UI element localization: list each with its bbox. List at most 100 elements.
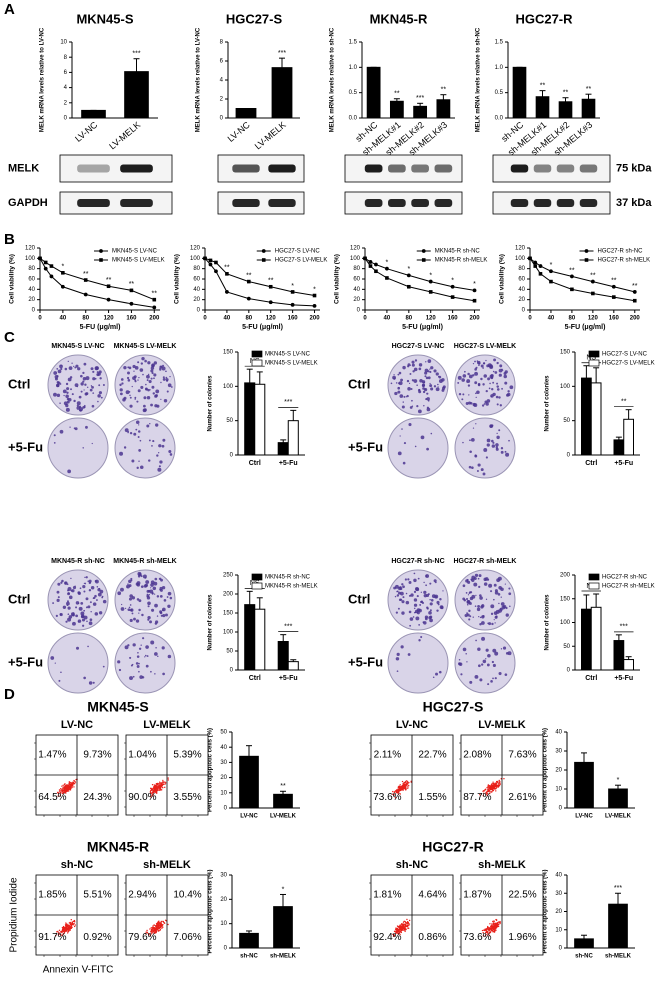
- colony: [495, 443, 499, 447]
- colony: [146, 379, 149, 382]
- marker: [528, 256, 532, 261]
- blot-band: [556, 199, 575, 207]
- colony: [397, 373, 400, 376]
- y-axis-label: Number of colonies: [208, 375, 214, 432]
- plate-column-title: MKN45-S LV-NC: [51, 343, 104, 350]
- colony: [92, 681, 95, 684]
- y-tick-label: 0.5: [495, 90, 504, 96]
- colony: [498, 602, 500, 605]
- flow-event: [486, 928, 489, 930]
- colony: [84, 576, 86, 578]
- colony: [123, 446, 127, 449]
- colony: [481, 615, 485, 619]
- colony: [86, 620, 88, 623]
- quadrant-percent: 0.86%: [418, 932, 446, 943]
- colony: [131, 385, 133, 388]
- flow-event: [61, 930, 63, 932]
- bar: [254, 608, 266, 671]
- flow-event: [146, 931, 148, 934]
- colony: [130, 579, 133, 582]
- colony: [139, 368, 144, 372]
- flow-event: [152, 789, 154, 791]
- flow-event: [162, 783, 165, 785]
- colony: [426, 397, 430, 401]
- flow-event: [497, 925, 500, 928]
- colony: [155, 389, 160, 394]
- colony: [411, 360, 415, 364]
- colony: [98, 391, 102, 395]
- colony: [136, 664, 140, 668]
- colony: [494, 651, 499, 656]
- colony: [492, 663, 496, 668]
- flow-plot-title: LV-NC: [61, 719, 93, 731]
- x-tick-label: 120: [104, 316, 115, 322]
- flow-event: [495, 790, 497, 792]
- flow-event: [489, 931, 492, 934]
- flow-y-axis-label: Propidium Iodide: [9, 877, 20, 952]
- x-tick-label: 40: [548, 316, 555, 322]
- bar: [239, 755, 259, 809]
- y-tick-label: 60: [518, 277, 525, 283]
- marker: [374, 269, 378, 274]
- colony: [496, 578, 501, 583]
- colony: [393, 374, 395, 376]
- flow-event: [402, 784, 405, 786]
- colony: [88, 621, 93, 626]
- flow-event: [161, 927, 163, 929]
- flow-event: [498, 924, 500, 926]
- flow-event: [486, 786, 488, 789]
- colony: [491, 622, 494, 626]
- colony: [429, 382, 431, 385]
- y-axis-label: Percent of apoptotic cells (%): [543, 869, 549, 953]
- colony: [166, 596, 169, 598]
- flow-event: [403, 781, 405, 784]
- colony: [414, 359, 418, 362]
- flow-event: [400, 930, 402, 932]
- colony: [149, 620, 153, 624]
- colony: [57, 596, 60, 599]
- blot-band: [364, 164, 383, 173]
- colony: [53, 371, 58, 375]
- colony: [500, 608, 503, 611]
- colony: [126, 371, 130, 375]
- bar: [124, 71, 149, 119]
- colony: [489, 382, 491, 385]
- category-label: +5-Fu: [279, 460, 298, 467]
- colony: [144, 387, 148, 391]
- colony: [498, 368, 503, 373]
- flow-event: [66, 789, 68, 792]
- y-tick-label: 1.0: [349, 65, 358, 71]
- colony: [137, 379, 139, 381]
- bar: [613, 439, 625, 456]
- significance: *: [550, 262, 553, 269]
- colony: [494, 677, 497, 680]
- colony: [162, 364, 165, 367]
- flow-event: [153, 932, 155, 934]
- colony: [129, 656, 132, 659]
- marker: [538, 264, 543, 268]
- colony: [438, 375, 442, 379]
- plate-row-label: +5-Fu: [8, 439, 43, 454]
- colony: [487, 578, 490, 581]
- flow-event: [153, 786, 155, 789]
- flow-event: [65, 930, 67, 932]
- flow-event: [399, 785, 401, 787]
- colony: [457, 375, 462, 380]
- legend-label: MKN45-R sh-NC: [435, 249, 481, 255]
- flow-event: [407, 923, 409, 925]
- flow-plot-title: sh-NC: [61, 859, 93, 871]
- colony: [94, 366, 99, 371]
- colony: [153, 377, 155, 380]
- legend-label: HGC27-S LV-NC: [275, 249, 321, 255]
- colony: [397, 386, 401, 390]
- colony: [429, 598, 431, 601]
- category-label: sh-NC: [240, 954, 258, 960]
- culture-plate: [387, 632, 449, 694]
- bar: [389, 100, 404, 119]
- category-label: LV-NC: [73, 119, 100, 144]
- chart-title: MKN45-R: [370, 11, 428, 26]
- flow-event: [487, 788, 489, 790]
- colony: [84, 383, 87, 386]
- colony: [140, 385, 144, 389]
- marker: [246, 296, 251, 301]
